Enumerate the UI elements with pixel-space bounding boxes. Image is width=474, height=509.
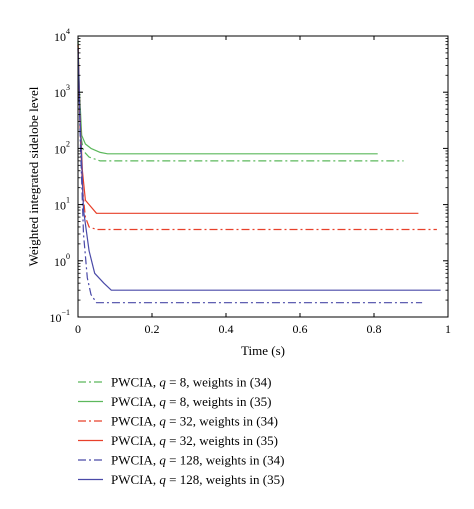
y-tick-label: 100: [54, 252, 70, 269]
x-tick-label: 0.8: [367, 322, 382, 336]
legend-entry-2: PWCIA, q = 8, weights in (35): [111, 394, 271, 409]
legend-entry-1: PWCIA, q = 8, weights in (34): [111, 375, 271, 390]
y-tick-label: 102: [54, 139, 70, 156]
legend-entry-6: PWCIA, q = 128, weights in (35): [111, 472, 284, 487]
series-line-1: [77, 41, 404, 162]
series-line-3: [77, 44, 437, 231]
y-tick-label: 103: [54, 83, 70, 100]
y-tick-label: 101: [54, 196, 70, 213]
y-axis-title: Weighted integrated sidelobe level: [26, 86, 41, 266]
y-tick-label: 104: [54, 27, 70, 44]
y-tick-label: 10−1: [49, 308, 70, 325]
x-tick-label: 0: [75, 322, 81, 336]
x-tick-label: 1: [445, 322, 451, 336]
series-line-6: [77, 48, 441, 291]
legend-entry-5: PWCIA, q = 128, weights in (34): [111, 453, 284, 468]
x-axis-title: Time (s): [241, 343, 285, 358]
y-ticks: 10−1 100 101 102 103 104: [49, 27, 448, 325]
x-tick-label: 0.4: [219, 322, 234, 336]
series-line-4: [77, 44, 419, 214]
series-line-5: [77, 48, 423, 304]
legend: PWCIA, q = 8, weights in (34) PWCIA, q = …: [78, 375, 284, 487]
legend-entry-4: PWCIA, q = 32, weights in (35): [111, 433, 278, 448]
x-tick-label: 0.6: [293, 322, 308, 336]
x-tick-label: 0.2: [145, 322, 160, 336]
legend-entry-3: PWCIA, q = 32, weights in (34): [111, 414, 278, 429]
plot-lines: [77, 41, 441, 304]
x-ticks: 0 0.2 0.4 0.6 0.8 1: [75, 36, 451, 336]
plot-frame: [77, 35, 449, 318]
series-line-2: [77, 41, 378, 155]
